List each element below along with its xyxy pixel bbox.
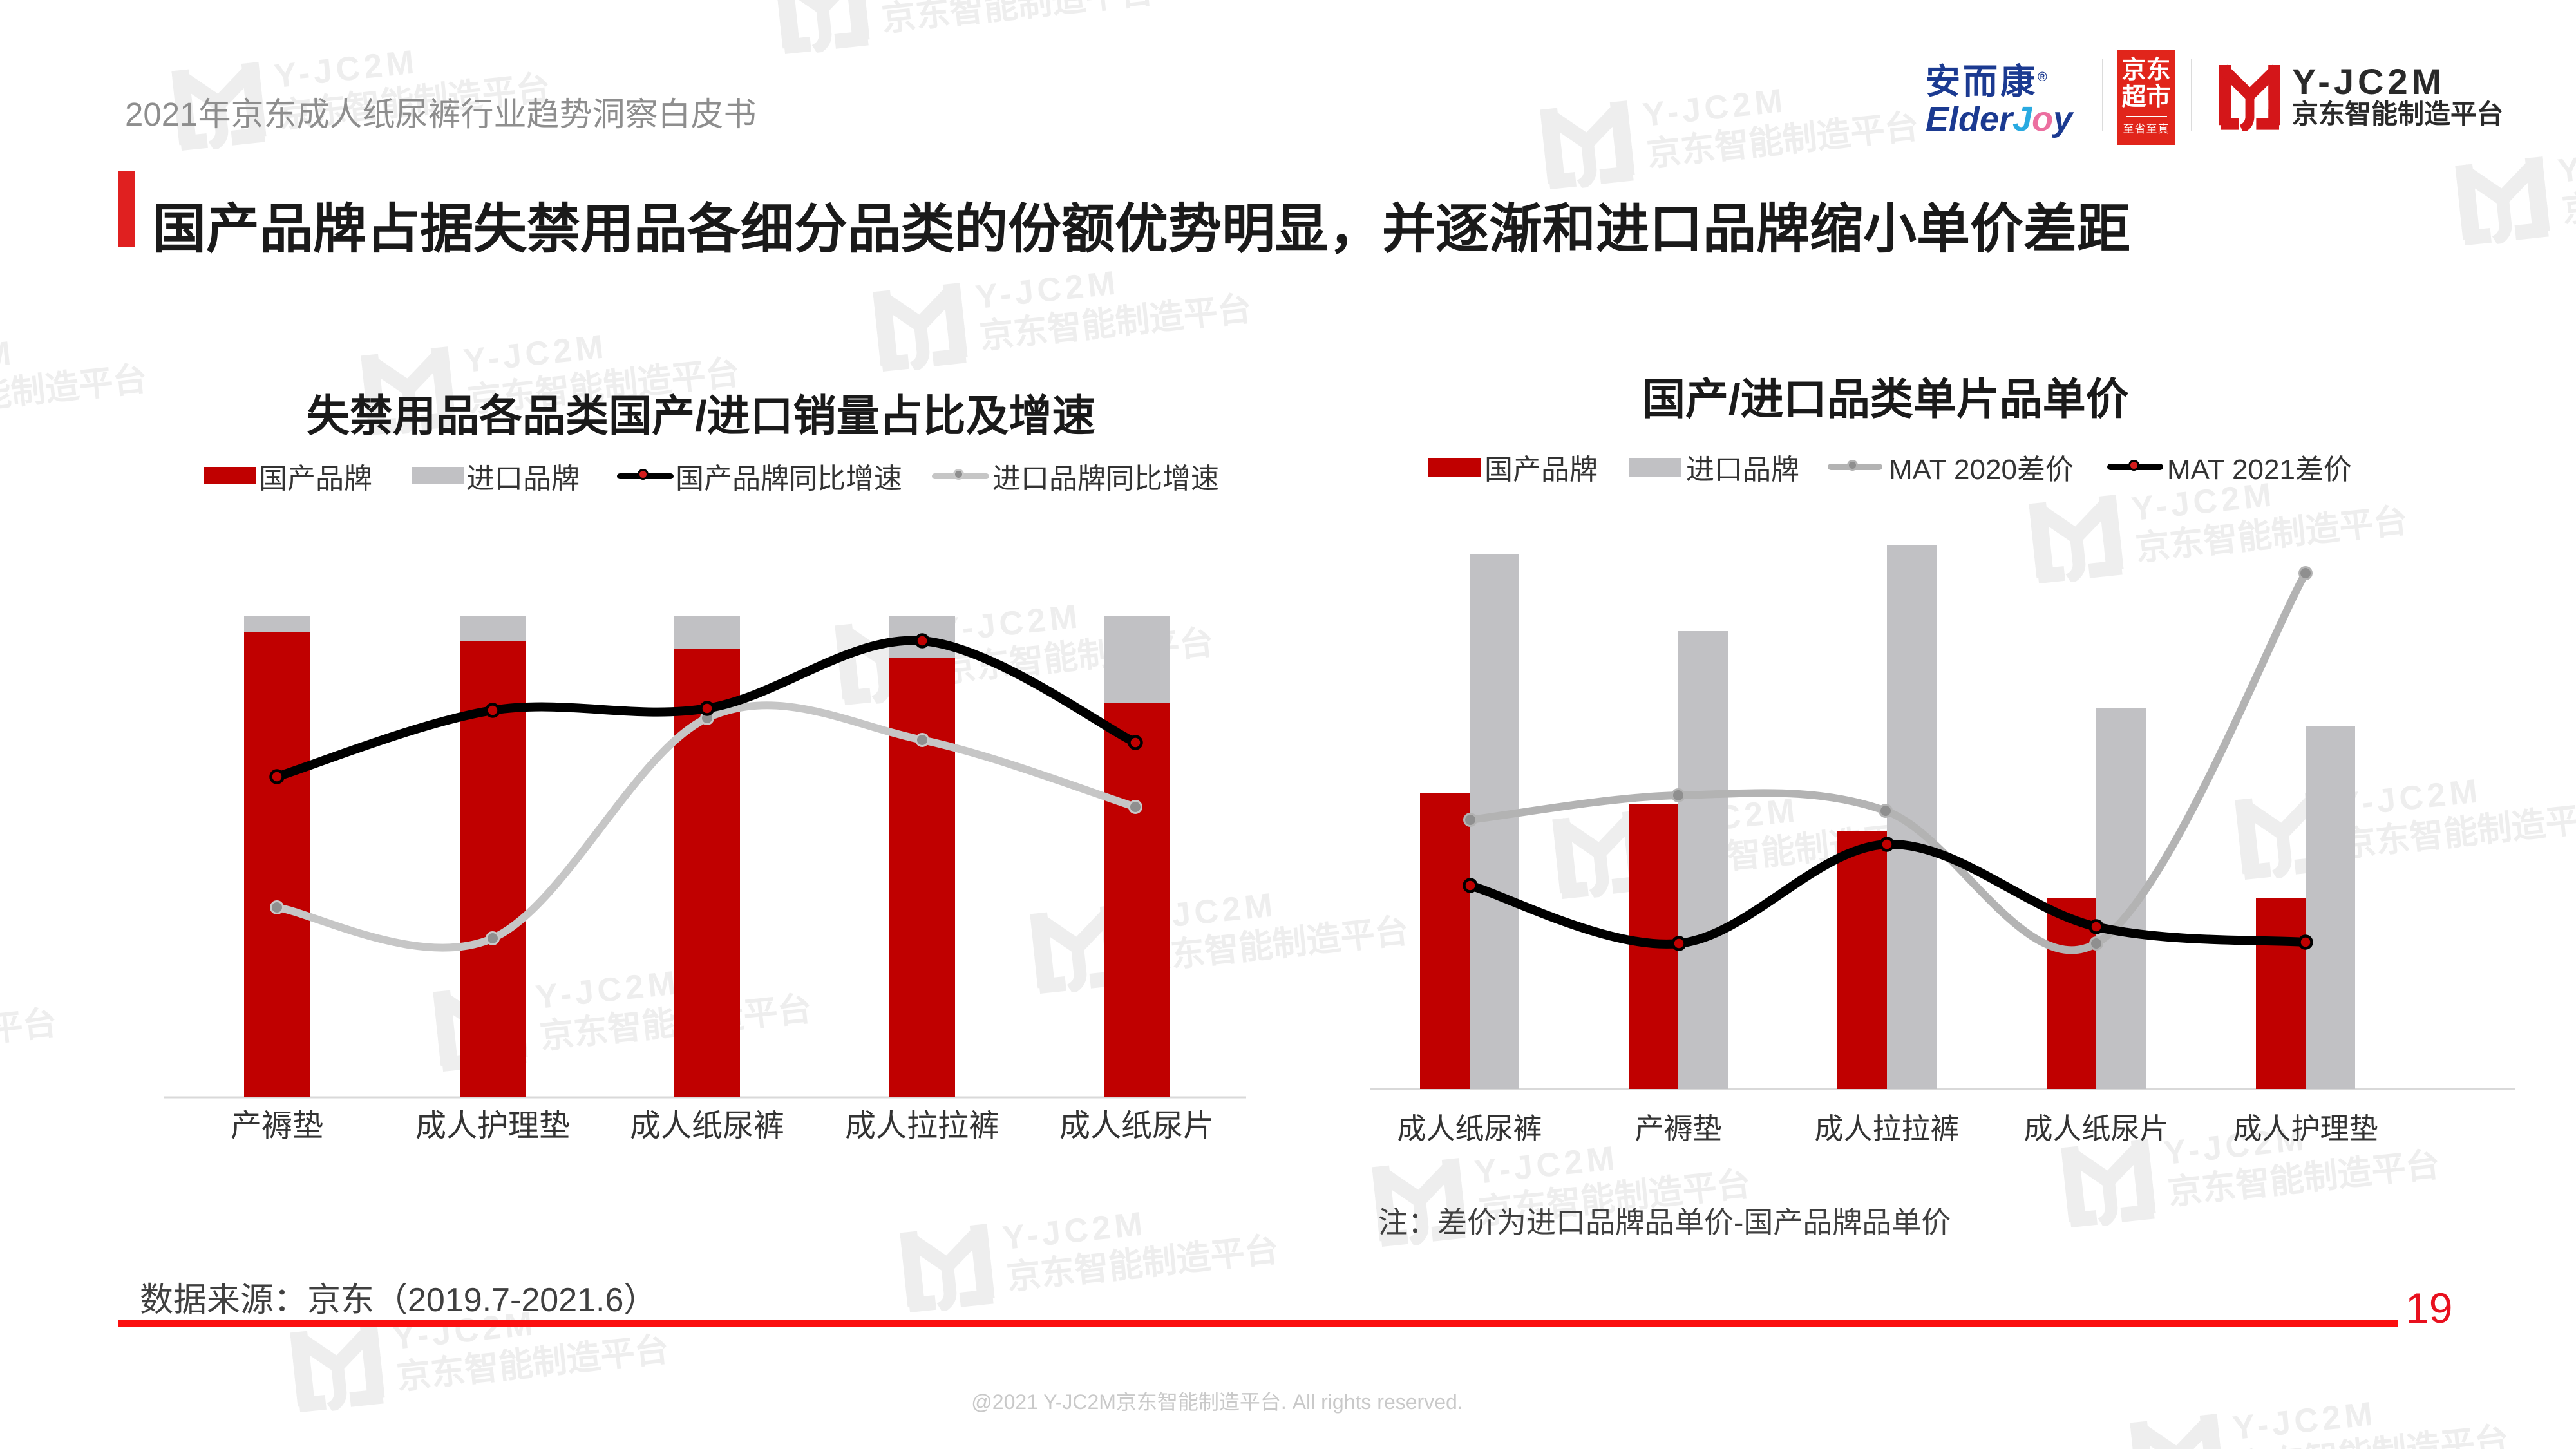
svg-text:成人纸尿裤: 成人纸尿裤 bbox=[1397, 1112, 1542, 1145]
svg-text:成人护理垫: 成人护理垫 bbox=[2233, 1112, 2378, 1145]
svg-text:产褥垫: 产褥垫 bbox=[231, 1109, 323, 1143]
svg-text:成人拉拉裤: 成人拉拉裤 bbox=[845, 1109, 999, 1143]
svg-text:成人纸尿裤: 成人纸尿裤 bbox=[630, 1109, 784, 1143]
svg-text:成人拉拉裤: 成人拉拉裤 bbox=[1814, 1112, 1959, 1145]
svg-text:成人纸尿片: 成人纸尿片 bbox=[2023, 1112, 2168, 1145]
svg-text:产褥垫: 产褥垫 bbox=[1634, 1112, 1721, 1145]
svg-text:成人护理垫: 成人护理垫 bbox=[415, 1109, 570, 1143]
svg-text:成人纸尿片: 成人纸尿片 bbox=[1059, 1109, 1214, 1143]
